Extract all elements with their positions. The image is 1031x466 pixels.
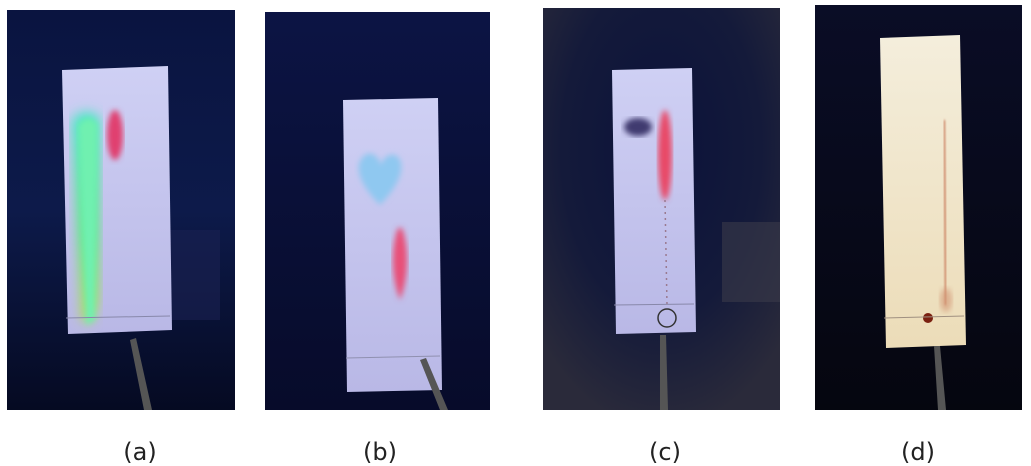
- tlc-plate: [612, 68, 696, 334]
- baseline: [883, 315, 965, 319]
- photo-c: [543, 8, 780, 410]
- caption: (c): [649, 438, 681, 466]
- caption: (d): [901, 438, 935, 466]
- pen: [660, 335, 668, 410]
- tlc-plate: [880, 35, 966, 348]
- photo-d: [815, 5, 1022, 410]
- caption: (a): [123, 438, 156, 466]
- pen: [420, 358, 448, 410]
- tlc-plate: [343, 98, 442, 392]
- red-streak: [392, 228, 408, 300]
- blue-spot: [358, 153, 402, 205]
- dark-spot: [624, 118, 652, 136]
- baseline: [65, 315, 171, 319]
- pen: [934, 346, 946, 410]
- red-streak: [658, 110, 672, 200]
- photo-b: [265, 12, 490, 410]
- red-spot: [107, 110, 123, 160]
- green-streak: [78, 118, 98, 326]
- baseline: [345, 355, 441, 359]
- pen: [130, 338, 152, 410]
- caption: (b): [363, 438, 397, 466]
- origin-circle: [657, 308, 677, 328]
- spot-trace: [940, 288, 952, 312]
- shadow: [722, 222, 780, 302]
- baseline: [613, 303, 695, 306]
- red-line: [943, 119, 947, 306]
- brown-spot: [923, 313, 933, 323]
- photo-a: [7, 10, 235, 410]
